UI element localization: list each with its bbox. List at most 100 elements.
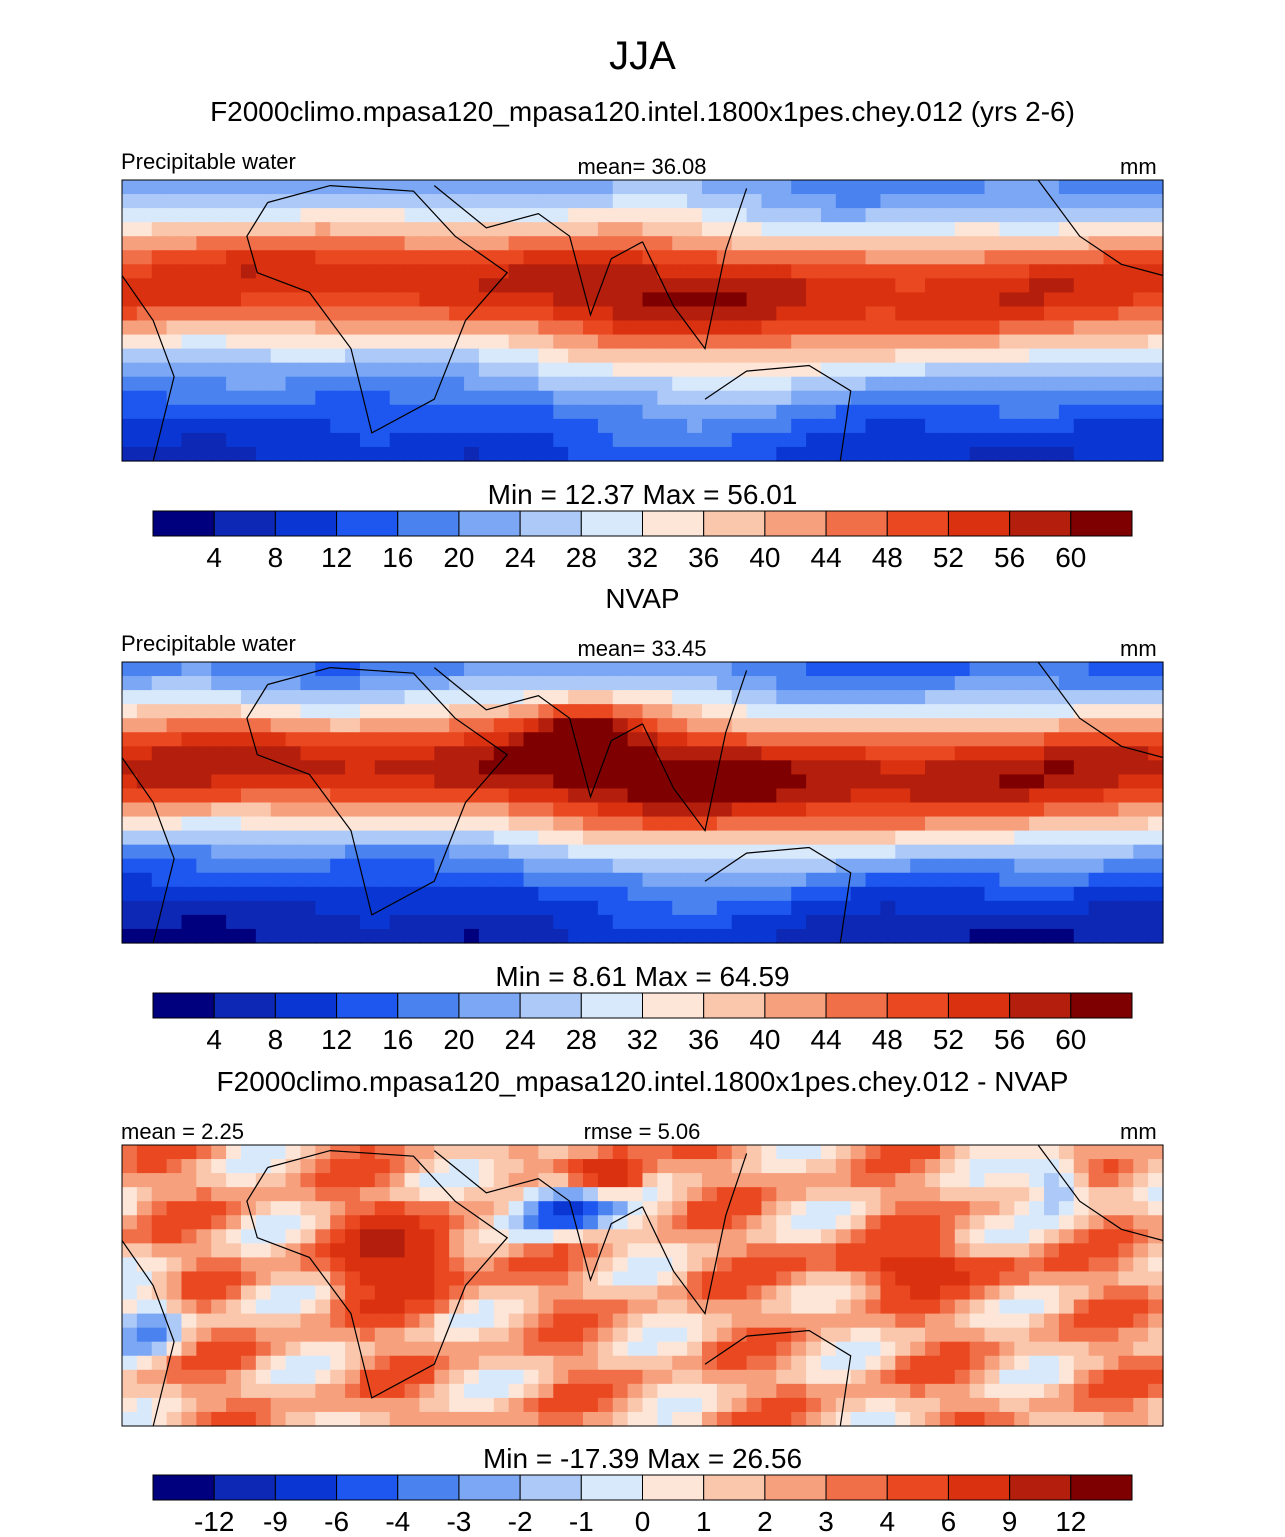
map-cell [1044, 1271, 1060, 1287]
map-cell [731, 662, 748, 677]
map-cell [151, 872, 168, 888]
map-cell [642, 1285, 658, 1301]
map-cell [954, 830, 971, 846]
map-cell [820, 1341, 837, 1357]
map-cell [895, 858, 911, 874]
map-cell [1014, 1383, 1030, 1399]
map-cell [568, 774, 584, 790]
map-cell [761, 690, 777, 705]
colorbar-tick-label: 32 [627, 542, 658, 573]
map-cell [687, 886, 703, 902]
map-cell [166, 1299, 183, 1315]
map-cell [597, 886, 614, 902]
map-cell [850, 278, 867, 293]
map-cell [538, 236, 554, 251]
map-cell [969, 746, 986, 761]
map-cell [151, 292, 168, 308]
map-cell [136, 348, 153, 364]
map-cell [1103, 278, 1119, 293]
map-cell [1133, 718, 1149, 733]
map-cell [568, 676, 584, 691]
map-cell [285, 390, 302, 406]
map-cell [954, 732, 971, 747]
map-cell [895, 1145, 911, 1160]
map-cell [1133, 774, 1149, 790]
map-cell [196, 180, 212, 195]
map-cell [1014, 830, 1030, 846]
map-cell [746, 306, 763, 322]
map-cell [791, 320, 807, 336]
map-cell [1148, 208, 1164, 223]
map-cell [746, 348, 763, 364]
map-cell [270, 872, 287, 888]
map-cell [300, 250, 316, 265]
map-cell [538, 348, 554, 364]
map-cell [330, 1173, 346, 1188]
map-cell [583, 1355, 599, 1371]
map-cell [597, 872, 614, 888]
map-cell [1103, 222, 1119, 237]
map-cell [151, 774, 168, 790]
map-cell [1044, 1257, 1060, 1273]
map-cell [776, 1201, 792, 1216]
map-cell [1088, 1257, 1105, 1273]
map-cell [419, 760, 435, 775]
map-cell [240, 774, 257, 790]
map-cell [1103, 774, 1119, 790]
map-cell [434, 802, 450, 818]
map-cell [687, 362, 703, 378]
map-cell [1088, 760, 1105, 775]
map-cell [434, 1215, 450, 1230]
map-cell [806, 858, 822, 874]
map-cell [1029, 334, 1045, 350]
map-cell [300, 1173, 316, 1188]
map-cell [1103, 830, 1119, 846]
map-cell [954, 676, 971, 691]
map-cell [255, 788, 272, 804]
map-cell [865, 704, 882, 719]
map-cell [359, 1341, 376, 1357]
map-cell [701, 718, 718, 733]
map-cell [612, 676, 629, 691]
map-cell [255, 872, 272, 888]
map-cell [925, 320, 941, 336]
map-cell [597, 1299, 614, 1315]
map-cell [583, 432, 599, 448]
map-cell [315, 306, 331, 322]
map-cell [374, 1327, 391, 1343]
map-cell [850, 774, 867, 790]
map-cell [627, 376, 644, 392]
map-cell [1118, 704, 1134, 719]
map-cell [910, 886, 926, 902]
map-cell [597, 222, 614, 237]
map-cell [1103, 872, 1119, 888]
map-cell [1029, 208, 1045, 223]
map-cell [627, 1397, 644, 1413]
map-cell [597, 278, 614, 293]
map-cell [330, 690, 346, 705]
map-cell [568, 788, 584, 804]
map-cell [359, 306, 376, 322]
map-cell [374, 1243, 391, 1258]
map-cell [716, 914, 733, 930]
map-cell [716, 1159, 733, 1174]
map-cell [612, 222, 629, 237]
map-cell [523, 1299, 539, 1315]
map-cell [731, 348, 748, 364]
map-cell [211, 180, 227, 195]
map-cell [553, 418, 569, 434]
map-cell [122, 1327, 138, 1343]
map-cell [984, 362, 1001, 378]
map-cell [627, 1327, 644, 1343]
map-cell [761, 802, 777, 818]
map-cell [1088, 732, 1105, 747]
map-cell [1088, 774, 1105, 790]
map-cell [330, 760, 346, 775]
map-cell [493, 1257, 510, 1273]
map-cell [136, 418, 153, 434]
map-cell [255, 690, 272, 705]
map-cell [553, 432, 569, 448]
map-cell [716, 788, 733, 804]
map-cell [1133, 292, 1149, 308]
map-cell [359, 208, 376, 223]
